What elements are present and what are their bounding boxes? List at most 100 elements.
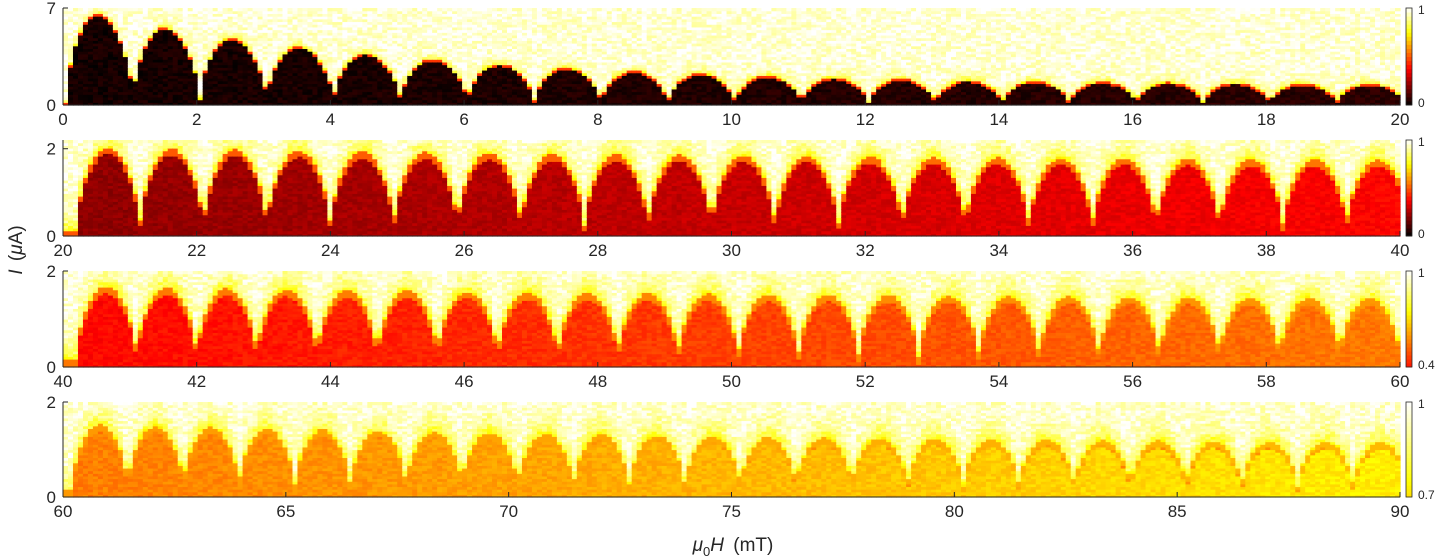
heatmap-cell: [252, 99, 259, 103]
heatmap-cell: [162, 94, 169, 98]
heatmap-cell: [262, 91, 269, 95]
heatmap-cell: [132, 96, 139, 101]
heatmap-cell: [312, 53, 319, 58]
heatmap-cell: [102, 32, 109, 36]
heatmap-cell: [132, 75, 139, 79]
heatmap-cell: [202, 53, 209, 58]
heatmap-cell: [327, 67, 333, 71]
heatmap-cell: [63, 88, 69, 93]
heatmap-cell: [172, 69, 179, 74]
heatmap-cell: [102, 91, 109, 95]
heatmap-cell: [132, 64, 139, 68]
heatmap-cell: [122, 10, 129, 14]
heatmap-cell: [182, 61, 189, 66]
heatmap-cell: [317, 102, 324, 106]
heatmap-cell: [302, 75, 309, 79]
heatmap-cell: [167, 26, 174, 31]
heatmap-cell: [117, 61, 124, 66]
heatmap-cell: [307, 59, 314, 63]
heatmap-cell: [97, 86, 104, 90]
heatmap-cell: [182, 96, 189, 101]
heatmap-cell: [227, 21, 234, 25]
heatmap-cell: [257, 69, 264, 74]
heatmap-cell: [147, 99, 154, 103]
heatmap-cell: [147, 94, 154, 98]
heatmap-cell: [87, 102, 94, 106]
heatmap-cell: [282, 75, 289, 79]
heatmap-cell: [167, 10, 174, 14]
heatmap-cell: [197, 48, 204, 52]
heatmap-cell: [172, 59, 179, 63]
heatmap-cell: [97, 53, 104, 58]
heatmap-cell: [202, 102, 209, 106]
heatmap-cell: [77, 59, 84, 63]
heatmap-cell: [741, 8, 748, 12]
heatmap-cell: [107, 75, 114, 79]
heatmap-cell: [87, 64, 94, 68]
heatmap-cell: [63, 80, 69, 85]
heatmap-cell: [107, 34, 114, 39]
heatmap-cell: [227, 16, 234, 20]
heatmap-cell: [192, 13, 199, 17]
heatmap-cell: [312, 29, 319, 33]
heatmap-cell: [137, 102, 144, 106]
heatmap-cell: [107, 61, 114, 66]
heatmap-cell: [247, 94, 254, 98]
heatmap-cell: [212, 26, 219, 31]
heatmap-cell: [322, 26, 329, 31]
heatmap-cell: [307, 80, 314, 85]
heatmap-cell: [167, 99, 174, 103]
heatmap-cell: [247, 99, 254, 103]
heatmap-cell: [77, 40, 84, 44]
heatmap-cell: [127, 86, 134, 90]
heatmap-cell: [187, 86, 194, 90]
heatmap-cell: [541, 8, 548, 12]
heatmap-cell: [77, 24, 84, 28]
heatmap-cell: [162, 91, 169, 95]
heatmap-cell: [546, 8, 553, 12]
heatmap-cell: [137, 64, 144, 68]
heatmap-cell: [117, 86, 124, 90]
heatmap-cell: [77, 75, 84, 79]
heatmap-cell: [277, 45, 284, 50]
heatmap-cell: [72, 51, 79, 55]
heatmap-cell: [302, 43, 309, 47]
heatmap-cell: [197, 34, 204, 39]
heatmap-cell: [92, 83, 99, 87]
heatmap-cell: [112, 53, 119, 58]
heatmap-cell: [97, 43, 104, 47]
heatmap-cell: [132, 24, 139, 28]
heatmap-cell: [107, 48, 114, 52]
heatmap-cell: [207, 51, 214, 55]
heatmap-cell: [222, 16, 229, 20]
heatmap-cell: [731, 8, 738, 12]
heatmap-cell: [82, 86, 89, 90]
heatmap-cell: [107, 86, 114, 90]
heatmap-cell: [237, 13, 244, 17]
heatmap-cell: [282, 67, 289, 71]
heatmap-cell: [127, 34, 134, 39]
heatmap-cell: [67, 48, 74, 52]
heatmap-cell: [302, 21, 309, 25]
heatmap-cell: [317, 45, 324, 50]
heatmap-cell: [287, 86, 294, 90]
heatmap-cell: [292, 86, 299, 90]
heatmap-cell: [227, 43, 234, 47]
heatmap-cell: [292, 102, 299, 106]
heatmap-cell: [63, 34, 69, 39]
heatmap-cell: [237, 72, 244, 76]
heatmap-cell: [182, 16, 189, 20]
heatmap-cell: [292, 56, 299, 60]
heatmap-cell: [127, 45, 134, 50]
heatmap-cell: [97, 83, 104, 87]
heatmap-cell: [511, 8, 518, 12]
heatmap-cell: [177, 64, 184, 68]
heatmap-cell: [157, 8, 164, 12]
heatmap-cell: [212, 56, 219, 60]
heatmap-cell: [142, 96, 149, 101]
heatmap-cell: [287, 88, 294, 93]
heatmap-cell: [212, 99, 219, 103]
heatmap-cell: [227, 26, 234, 31]
heatmap-cell: [162, 32, 169, 36]
heatmap-cell: [661, 8, 668, 12]
